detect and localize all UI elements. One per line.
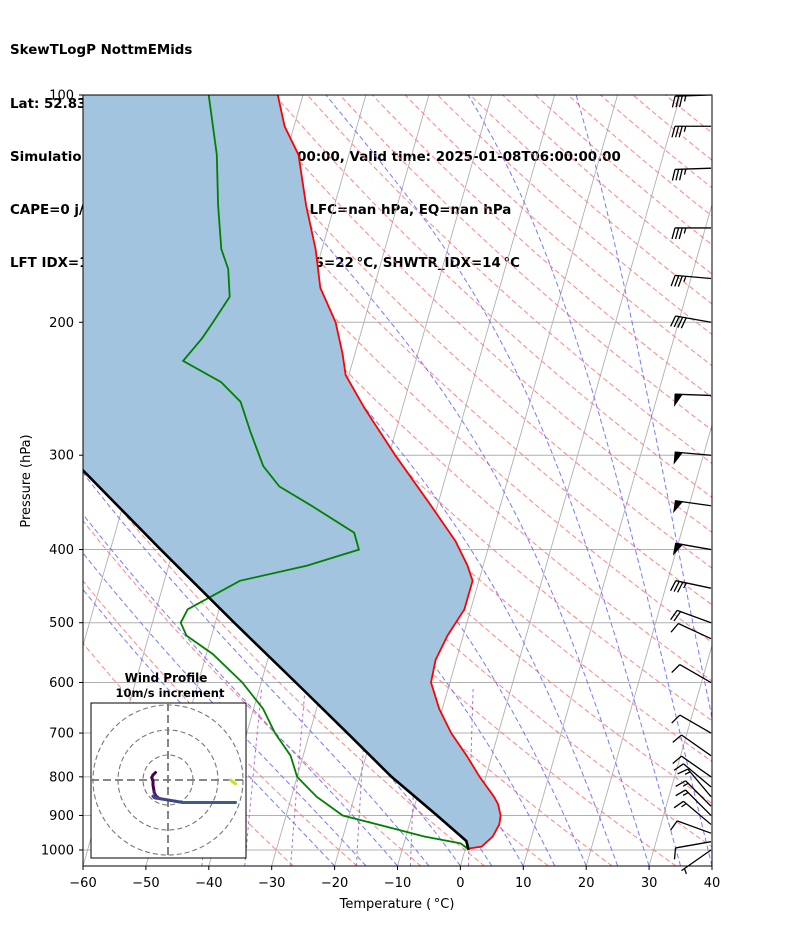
- x-tick-label: 40: [704, 876, 721, 891]
- y-axis-label: Pressure (hPa): [19, 434, 34, 527]
- temperature-line: [276, 95, 502, 850]
- wind-barb: [672, 734, 712, 757]
- chart-title: SkewTLogP NottmEMids: [10, 43, 193, 59]
- wind-barb: [670, 820, 712, 834]
- wind-barb: [673, 451, 712, 465]
- y-axis: 100 200 300 400 500 600 700 800 900 1000: [41, 89, 83, 859]
- dry-adiabat-line: [632, 95, 712, 161]
- dry-adiabat-line: [437, 95, 712, 336]
- isotherm-line: [585, 423, 712, 866]
- y-tick-label: 600: [49, 676, 74, 691]
- x-tick-label: −30: [258, 876, 285, 891]
- moist-adiabat-line: [467, 95, 712, 866]
- wind-barb: [671, 227, 711, 240]
- x-axis-label: Temperature ( °C): [339, 897, 455, 912]
- y-tick-label: 800: [49, 770, 74, 785]
- hodograph-inset: Wind Profile 10m/s increment: [90, 671, 247, 859]
- wind-barb: [673, 763, 712, 788]
- wind-barb: [674, 393, 712, 407]
- hodograph-trace: [231, 780, 237, 786]
- mixing-ratio-line: [468, 687, 474, 866]
- wind-barb: [672, 542, 712, 556]
- dry-adiabat-line: [567, 95, 712, 217]
- parcel-line: [83, 468, 470, 851]
- isotherm-line: [711, 864, 712, 866]
- y-tick-label: 1000: [41, 844, 74, 859]
- dry-adiabat-line: [339, 95, 712, 431]
- wind-barb: [669, 580, 712, 593]
- y-tick-label: 300: [49, 449, 74, 464]
- dry-adiabat-line: [469, 95, 712, 305]
- dry-adiabat-line: [209, 95, 712, 569]
- moist-adiabat-line: [202, 95, 650, 866]
- dry-adiabat-line: [600, 95, 712, 189]
- dry-adiabat-line: [372, 95, 712, 399]
- dewpoint-line: [179, 95, 468, 850]
- profiles: [83, 95, 502, 851]
- cin-area: [83, 95, 501, 850]
- wind-barb: [670, 622, 712, 640]
- moist-adiabat-line: [575, 95, 712, 721]
- wind-barb: [671, 125, 711, 138]
- y-tick-label: 400: [49, 543, 74, 558]
- x-tick-label: −20: [321, 876, 348, 891]
- dry-adiabat-line: [144, 95, 712, 643]
- dry-adiabat-line: [241, 95, 712, 533]
- dry-adiabat-line: [404, 95, 712, 367]
- moist-adiabat-line: [83, 471, 430, 866]
- wind-barb: [672, 755, 712, 778]
- x-axis: −60 −50 −40 −30 −20 −10 0 10 20 30 40: [69, 866, 720, 891]
- isotherm-line: [522, 203, 712, 866]
- x-tick-label: 20: [578, 876, 595, 891]
- wind-barb: [675, 780, 712, 807]
- x-tick-label: 0: [456, 876, 464, 891]
- wind-barb: [671, 714, 712, 734]
- x-tick-label: −50: [132, 876, 159, 891]
- wind-barb: [671, 167, 712, 181]
- wind-barb: [670, 274, 712, 287]
- wind-barb: [673, 841, 712, 860]
- hodograph-subtitle: 10m/s increment: [116, 686, 225, 700]
- wind-barb: [675, 789, 712, 816]
- isotherm-line: [648, 643, 712, 866]
- moist-adiabat-line: [325, 95, 681, 866]
- moist-adiabat-line: [83, 588, 335, 866]
- dry-adiabat-line: [665, 95, 712, 134]
- wind-barb: [681, 849, 712, 875]
- moist-adiabat-line: [83, 552, 367, 866]
- wind-barbs: [669, 94, 712, 875]
- isotherm-line: [459, 95, 681, 866]
- wind-barb: [673, 500, 712, 514]
- dry-adiabat-line: [502, 95, 712, 275]
- wind-barb: [677, 768, 712, 798]
- y-tick-label: 200: [49, 316, 74, 331]
- y-tick-label: 700: [49, 727, 74, 742]
- cape-fill: [83, 95, 501, 850]
- wind-barb: [670, 315, 712, 329]
- hodograph-title: Wind Profile: [125, 671, 208, 685]
- x-tick-label: −60: [69, 876, 96, 891]
- x-tick-label: 30: [641, 876, 658, 891]
- y-tick-label: 900: [49, 809, 74, 824]
- moist-adiabat-line: [83, 513, 398, 866]
- x-tick-label: 10: [515, 876, 532, 891]
- y-tick-label: 500: [49, 616, 74, 631]
- wind-barb: [673, 800, 712, 825]
- x-tick-label: −40: [195, 876, 222, 891]
- wind-barb: [670, 609, 712, 624]
- y-tick-label: 100: [49, 89, 74, 104]
- wind-barb: [671, 663, 712, 684]
- x-tick-label: −10: [384, 876, 411, 891]
